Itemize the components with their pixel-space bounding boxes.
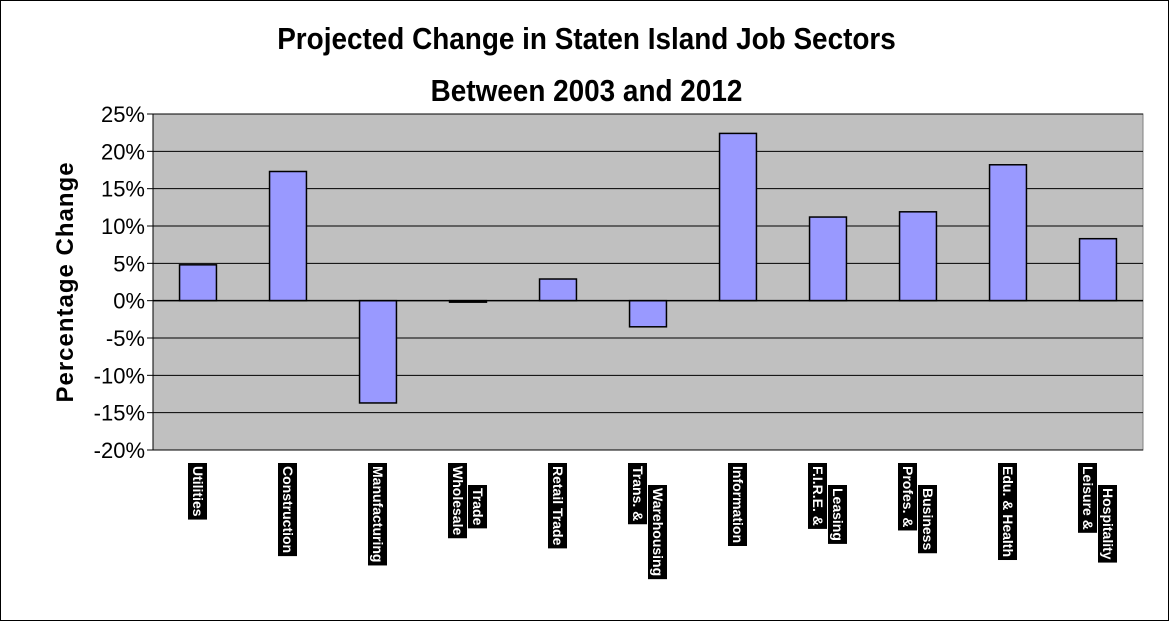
x-tick-label: Information (728, 463, 747, 546)
svg-text:Edu. & Health: Edu. & Health (1000, 466, 1016, 557)
x-tick-label: Hospitality (1098, 485, 1117, 563)
bar (810, 217, 847, 301)
y-tick-label: -5% (106, 326, 145, 351)
y-tick-label: 0% (113, 289, 145, 314)
x-tick-label: Warehousing (648, 485, 667, 579)
bar (1080, 239, 1117, 301)
y-tick-label: 25% (101, 102, 145, 127)
bar (270, 171, 307, 300)
svg-text:Trade: Trade (470, 488, 486, 526)
y-axis-ticks: 25% 20% 15% 10% 5% 0% -5% -10% -15% -20% (94, 102, 145, 463)
y-tick-label: 10% (101, 214, 145, 239)
x-tick-label: Leisure & (1078, 463, 1097, 533)
svg-text:Construction: Construction (280, 466, 296, 553)
x-axis-labels: Utilities Construction Manufacturing Wholes… (188, 463, 1117, 579)
y-tick-label: 20% (101, 139, 145, 164)
x-tick-label: Trade (468, 485, 487, 528)
svg-text:Leasing: Leasing (830, 488, 846, 541)
svg-text:Retail Trade: Retail Trade (550, 466, 566, 546)
svg-text:Warehousing: Warehousing (650, 488, 666, 576)
svg-text:Leisure &: Leisure & (1080, 466, 1096, 530)
svg-text:Hospitality: Hospitality (1100, 488, 1116, 560)
y-tick-label: -10% (94, 363, 145, 388)
x-tick-label: Edu. & Health (998, 463, 1017, 560)
x-tick-label: Trans. & (628, 463, 647, 524)
svg-text:Wholesale: Wholesale (450, 466, 466, 535)
x-tick-label: Wholesale (448, 463, 467, 538)
x-tick-label: Profes. & (898, 463, 917, 530)
y-tick-label: 15% (101, 177, 145, 202)
y-tick-label: -20% (94, 438, 145, 463)
svg-text:Utilities: Utilities (190, 466, 206, 517)
x-tick-label: Retail Trade (548, 463, 567, 548)
bar (180, 265, 217, 301)
x-tick-label: Construction (278, 463, 297, 556)
bar (990, 165, 1027, 301)
x-tick-label: Business (918, 485, 937, 553)
svg-text:Manufacturing: Manufacturing (370, 466, 386, 562)
bar (630, 301, 667, 327)
bar (360, 301, 397, 403)
svg-text:Information: Information (730, 466, 746, 543)
y-tick-label: 5% (113, 251, 145, 276)
bar (900, 212, 937, 301)
svg-text:Trans. &: Trans. & (630, 466, 646, 521)
bar (720, 133, 757, 300)
y-tick-label: -15% (94, 401, 145, 426)
x-tick-label: F.I.R.E. & (808, 463, 827, 529)
svg-text:Profes. &: Profes. & (900, 466, 916, 527)
bar (540, 279, 577, 301)
y-axis-label: Percentage Change (52, 161, 79, 402)
x-tick-label: Leasing (828, 485, 847, 544)
svg-text:Business: Business (920, 488, 936, 550)
svg-text:F.I.R.E. &: F.I.R.E. & (810, 466, 826, 526)
x-tick-label: Utilities (188, 463, 207, 520)
x-tick-label: Manufacturing (368, 463, 387, 565)
